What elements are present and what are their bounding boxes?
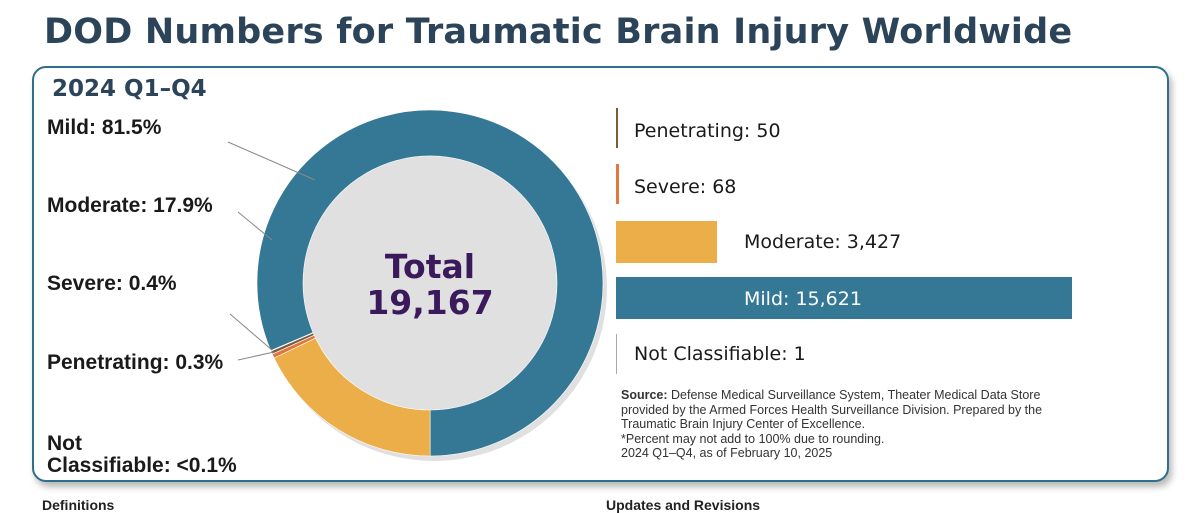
updates-heading: Updates and Revisions — [606, 497, 761, 513]
pie-label-severe: Severe: 0.4% — [47, 272, 177, 295]
bar-label-moderate: Moderate: 3,427 — [744, 231, 902, 253]
bar-not-classifiable — [616, 334, 617, 374]
bar-penetrating — [616, 108, 618, 148]
page-title: DOD Numbers for Traumatic Brain Injury W… — [44, 12, 1073, 52]
bar-moderate — [616, 221, 717, 263]
period-label: 2024 Q1–Q4 — [52, 76, 207, 102]
total-value: 19,167 — [366, 283, 494, 322]
source-label: Source: — [621, 388, 668, 402]
bar-mild — [616, 277, 1072, 319]
pie-label-not-classifiable-line2: Classifiable: <0.1% — [47, 454, 237, 477]
rounding-note: *Percent may not add to 100% due to roun… — [621, 431, 885, 446]
pie-label-penetrating: Penetrating: 0.3% — [47, 351, 224, 374]
pie-label-mild: Mild: 81.5% — [47, 116, 162, 139]
bar-label-mild: Mild: 15,621 — [744, 288, 862, 310]
pie-label-moderate: Moderate: 17.9% — [47, 194, 213, 217]
data-date: 2024 Q1–Q4, as of February 10, 2025 — [621, 446, 833, 460]
bar-label-penetrating: Penetrating: 50 — [634, 120, 781, 142]
pie-label-not-classifiable-line1: Not — [47, 432, 82, 455]
source-note: Source: Defense Medical Surveillance Sys… — [621, 388, 1051, 461]
total-label: Total — [384, 247, 476, 286]
source-text: Defense Medical Surveillance System, The… — [621, 388, 1043, 431]
bar-severe — [616, 164, 619, 204]
bar-label-not-classifiable: Not Classifiable: 1 — [634, 343, 806, 365]
definitions-heading: Definitions — [42, 497, 115, 513]
bar-label-severe: Severe: 68 — [634, 176, 737, 198]
